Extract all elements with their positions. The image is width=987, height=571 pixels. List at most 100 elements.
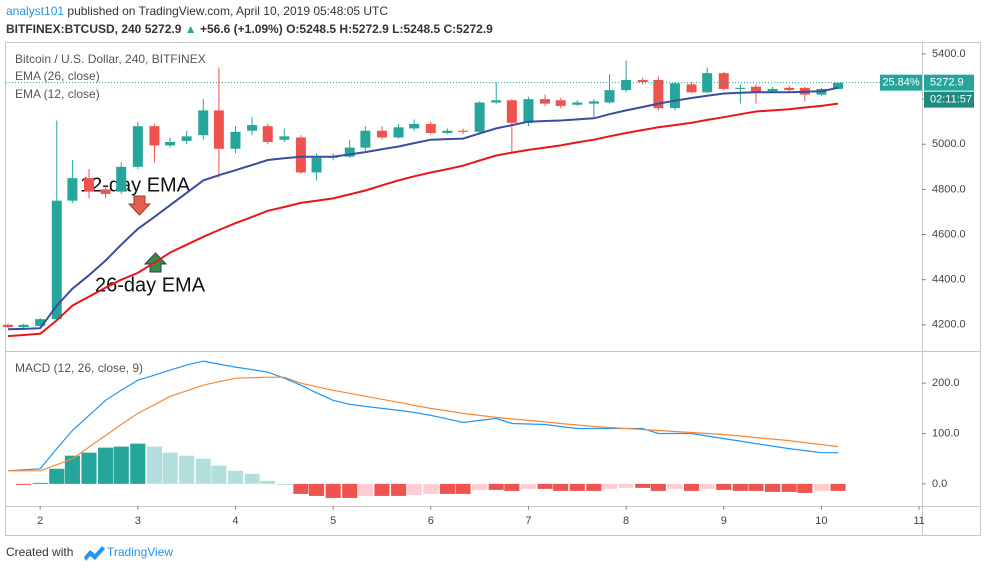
- candle-body: [376, 130, 387, 138]
- candle-body: [750, 86, 761, 93]
- candle-body: [784, 87, 795, 91]
- x-tick-label: 9: [721, 515, 727, 527]
- author[interactable]: analyst101: [6, 4, 64, 18]
- candle-body: [116, 166, 127, 192]
- legend-entry: EMA (26, close): [15, 69, 100, 83]
- histogram-bar: [130, 443, 146, 484]
- candle-body: [213, 110, 224, 149]
- histogram-bar: [260, 480, 276, 484]
- candle-body: [637, 79, 648, 83]
- histogram-bar: [472, 483, 488, 490]
- annotation: 12-day EMA: [80, 174, 191, 196]
- candle-body: [181, 136, 192, 141]
- candle-body: [735, 87, 746, 89]
- histogram-bar: [391, 483, 407, 496]
- footer-brand[interactable]: TradingView: [107, 545, 173, 559]
- candle-body: [572, 102, 583, 105]
- candle-body: [311, 157, 322, 173]
- histogram-bar: [504, 483, 520, 491]
- published: published on TradingView.com, April 10, …: [67, 4, 388, 18]
- histogram-bar: [211, 465, 227, 484]
- histogram-bar: [32, 482, 48, 484]
- histogram-bar: [244, 473, 260, 484]
- y-tick-label: 200.0: [932, 377, 960, 389]
- y-tick-label: 4600.0: [932, 228, 966, 240]
- histogram-bar: [49, 468, 65, 484]
- candle-body: [540, 99, 551, 104]
- candle-body: [344, 147, 355, 157]
- histogram-bar: [635, 483, 651, 488]
- pane-title: MACD (12, 26, close, 9): [15, 361, 143, 375]
- candle-body: [262, 126, 273, 142]
- histogram-bar: [64, 455, 80, 484]
- change-box: [880, 74, 922, 91]
- histogram-bar: [667, 483, 683, 489]
- histogram-bar: [699, 483, 715, 489]
- y-tick-label: 0.0: [932, 478, 947, 490]
- histogram-bar: [308, 483, 325, 496]
- histogram-bar: [618, 483, 634, 488]
- candle-body: [491, 100, 502, 103]
- candle-body: [425, 123, 436, 133]
- histogram-bar: [813, 483, 829, 491]
- candle-body: [295, 137, 306, 173]
- change-label: 25.84%: [882, 77, 920, 89]
- histogram-bar: [16, 483, 32, 485]
- histogram-bar: [342, 483, 358, 498]
- candle-body: [506, 100, 517, 123]
- histogram-bar: [716, 483, 732, 490]
- candle-body: [18, 324, 29, 328]
- x-tick-label: 5: [330, 515, 336, 527]
- candle-body: [555, 100, 566, 106]
- candle-body: [230, 131, 241, 149]
- histogram-bar: [650, 483, 666, 491]
- change: +56.6 (+1.09%): [200, 22, 283, 36]
- y-tick-label: 4400.0: [932, 274, 966, 286]
- histogram-bar: [81, 452, 97, 484]
- ohlc: O:5248.5 H:5272.9 L:5248.5 C:5272.9: [286, 22, 493, 36]
- line-series: [7, 102, 839, 338]
- symbol: BITFINEX:BTCUSD, 240: [6, 22, 142, 36]
- histogram-bar: [325, 483, 341, 498]
- histogram-bar: [488, 483, 504, 490]
- candle-body: [653, 79, 664, 109]
- candle-body: [360, 130, 371, 148]
- y-tick-label: 5400.0: [932, 48, 966, 60]
- histogram-bar: [830, 483, 846, 491]
- histogram-bar: [162, 452, 178, 484]
- candle-body: [67, 178, 78, 201]
- candle-body: [442, 130, 453, 133]
- histogram-bar: [520, 483, 537, 489]
- histogram-bar: [586, 483, 602, 491]
- x-tick-label: 2: [37, 515, 43, 527]
- candle-body: [833, 82, 844, 89]
- last: 5272.9: [145, 22, 182, 36]
- header-line: analyst101 published on TradingView.com,…: [6, 4, 388, 18]
- countdown-box: [924, 91, 974, 108]
- candle-body: [588, 101, 599, 104]
- legend-entry: EMA (12, close): [15, 87, 100, 101]
- histogram-bar: [179, 455, 195, 484]
- candle-body: [621, 79, 632, 91]
- candle-body: [84, 178, 95, 192]
- candle-body: [149, 126, 160, 146]
- histogram-bar: [553, 483, 569, 491]
- histogram-bar: [732, 483, 748, 491]
- candle-body: [718, 73, 729, 89]
- histogram-bar: [797, 483, 813, 493]
- candle-body: [604, 90, 615, 103]
- x-tick-label: 8: [623, 515, 629, 527]
- line-series: [8, 376, 839, 472]
- histogram-bar: [113, 446, 129, 484]
- arrow: ▲: [185, 22, 197, 36]
- histogram-bar: [781, 483, 797, 492]
- candle-body: [474, 102, 485, 132]
- x-tick-label: 4: [232, 515, 238, 527]
- x-tick-label: 6: [428, 515, 434, 527]
- candle-body: [2, 324, 13, 328]
- y-tick-label: 4800.0: [932, 183, 966, 195]
- symbol-line: BITFINEX:BTCUSD, 240 5272.9 ▲ +56.6 (+1.…: [6, 22, 493, 36]
- candle-body: [702, 73, 713, 93]
- histogram-bar: [293, 483, 309, 494]
